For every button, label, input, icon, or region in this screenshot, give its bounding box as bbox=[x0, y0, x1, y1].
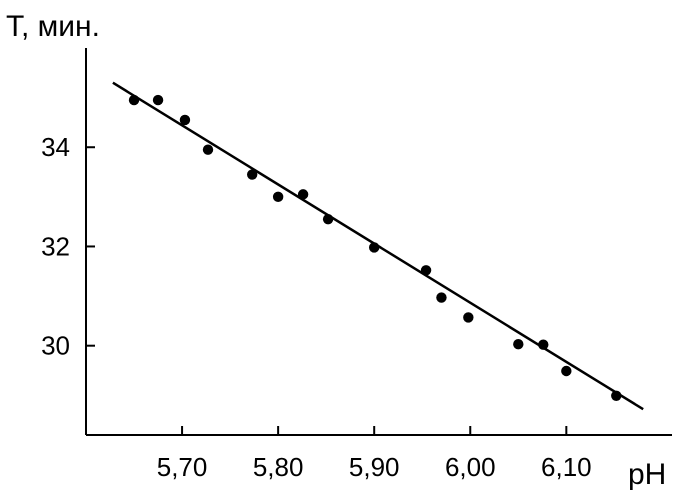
data-point bbox=[611, 391, 621, 401]
data-points bbox=[129, 95, 622, 401]
x-tick-label: 5,70 bbox=[157, 452, 208, 482]
data-point bbox=[247, 169, 257, 179]
data-point bbox=[129, 95, 139, 105]
x-tick-label: 6,00 bbox=[445, 452, 496, 482]
y-tick-label: 32 bbox=[41, 231, 70, 261]
data-point bbox=[561, 366, 571, 376]
data-point bbox=[421, 265, 431, 275]
data-point bbox=[369, 242, 379, 252]
y-tick-label: 30 bbox=[41, 331, 70, 361]
data-point bbox=[538, 340, 548, 350]
y-tick-label: 34 bbox=[41, 132, 70, 162]
data-point bbox=[513, 339, 523, 349]
y-axis-label: T, мин. bbox=[6, 10, 100, 43]
plot-frame bbox=[86, 48, 672, 435]
data-point bbox=[153, 95, 163, 105]
x-tick-label: 5,80 bbox=[253, 452, 304, 482]
data-point bbox=[180, 115, 190, 125]
x-tick-label: 5,90 bbox=[349, 452, 400, 482]
data-point bbox=[273, 192, 283, 202]
data-point bbox=[436, 292, 446, 302]
x-tick-label: 6,10 bbox=[541, 452, 592, 482]
data-point bbox=[323, 214, 333, 224]
data-point bbox=[298, 189, 308, 199]
x-axis-label: pH bbox=[628, 458, 666, 491]
data-point bbox=[463, 312, 473, 322]
data-point bbox=[203, 145, 213, 155]
